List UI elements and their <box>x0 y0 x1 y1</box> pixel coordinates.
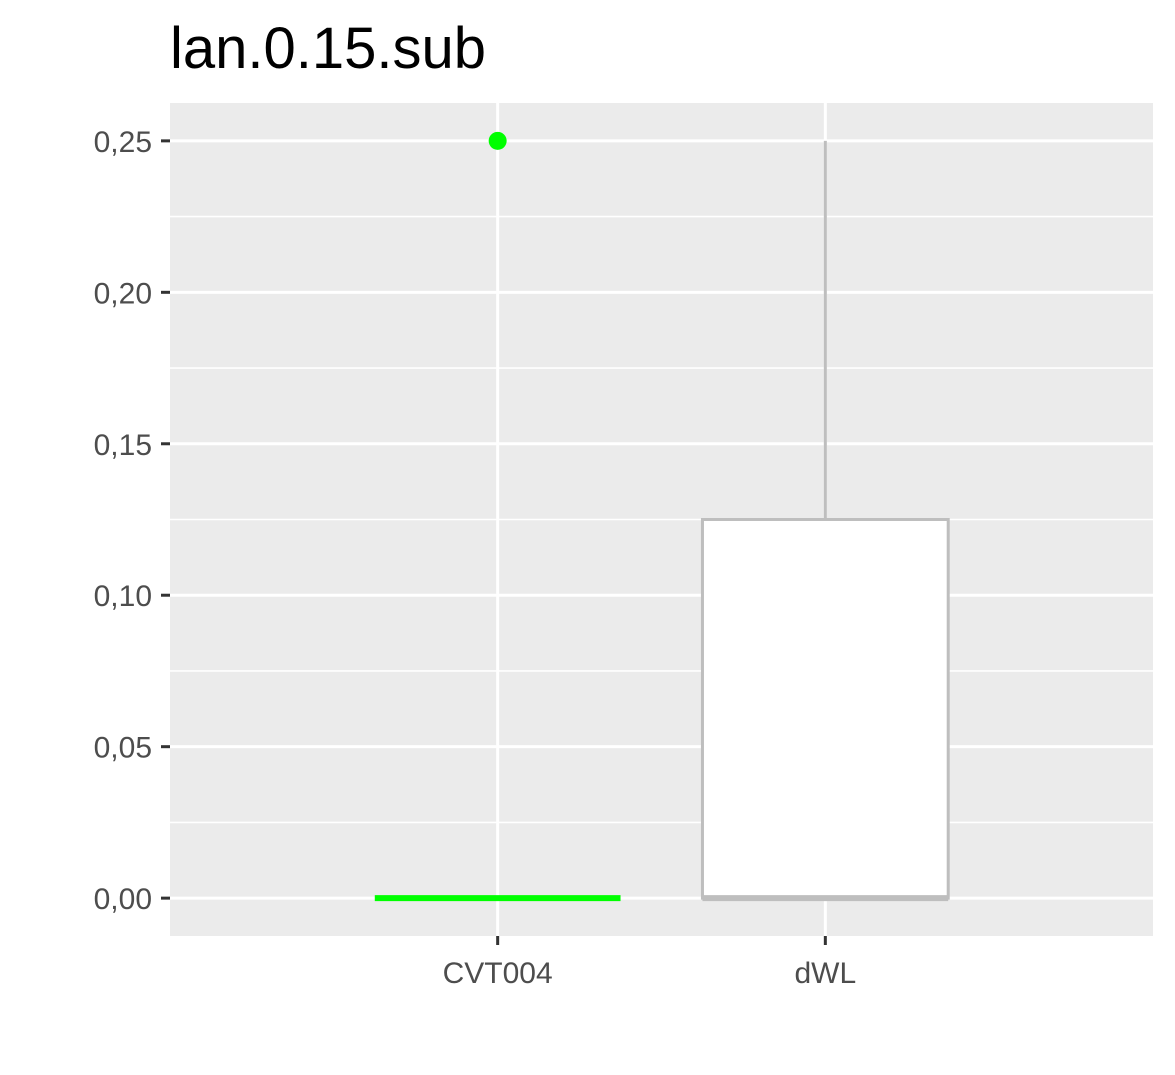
y-tick-label: 0,05 <box>94 732 152 765</box>
chart-title: lan.0.15.sub <box>170 16 486 81</box>
y-tick-label: 0,25 <box>94 126 152 159</box>
y-axis: 0,00 0,05 0,10 0,15 0,20 0,25 <box>94 126 170 916</box>
box-series <box>374 131 950 902</box>
major-gridlines <box>170 103 1153 936</box>
box-cvt004 <box>374 131 621 902</box>
x-tick-label: dWL <box>794 957 856 990</box>
outlier-point <box>488 131 507 150</box>
y-tick-label: 0,15 <box>94 429 152 462</box>
x-axis: CVT004 dWL <box>443 936 856 990</box>
y-tick-label: 0,20 <box>94 277 152 310</box>
y-tick-label: 0,10 <box>94 580 152 613</box>
y-tick-label: 0,00 <box>94 883 152 916</box>
minor-gridlines <box>170 215 1153 824</box>
box-dwl <box>700 140 950 902</box>
x-tick-label: CVT004 <box>443 957 553 990</box>
box-body <box>700 518 950 900</box>
